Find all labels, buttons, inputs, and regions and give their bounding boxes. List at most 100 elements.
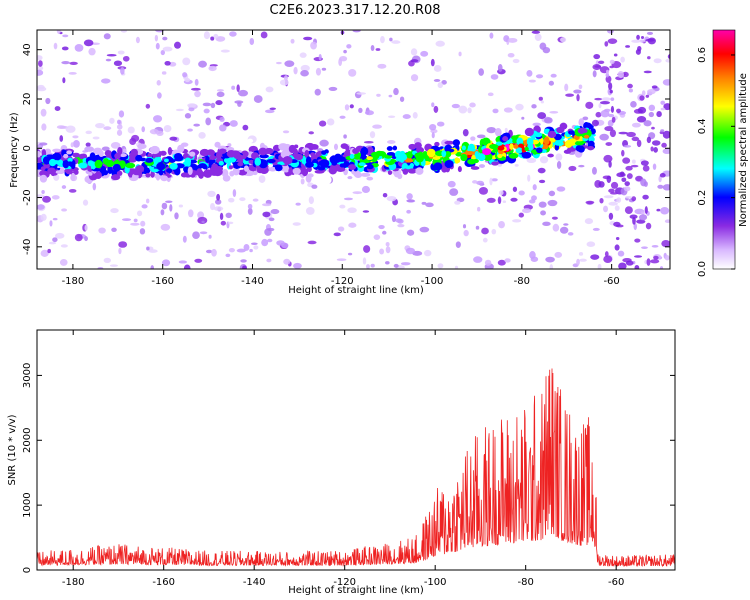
heatmap-cell bbox=[160, 49, 166, 56]
heatmap-cell bbox=[228, 165, 234, 170]
heatmap-cell bbox=[437, 263, 444, 269]
heatmap-cell bbox=[406, 151, 413, 159]
heatmap-cell bbox=[202, 102, 212, 107]
heatmap-cell bbox=[573, 89, 582, 94]
heatmap-cell bbox=[495, 141, 503, 146]
heatmap-cell bbox=[447, 180, 456, 188]
heatmap-cell bbox=[660, 100, 666, 105]
heatmap-cell bbox=[311, 184, 318, 189]
heatmap-cell bbox=[410, 74, 419, 82]
heatmap-cell bbox=[542, 46, 551, 54]
y-tick-label: 1000 bbox=[22, 492, 33, 517]
heatmap-cell bbox=[653, 58, 662, 64]
heatmap-cell bbox=[433, 162, 443, 171]
heatmap-cell bbox=[415, 167, 424, 175]
heatmap-cell bbox=[49, 220, 53, 227]
heatmap-cell bbox=[83, 39, 94, 47]
heatmap-cell bbox=[664, 219, 670, 224]
heatmap-cell bbox=[554, 142, 564, 146]
heatmap-cell bbox=[344, 104, 350, 111]
heatmap-cell bbox=[609, 129, 616, 138]
heatmap-cell bbox=[531, 30, 541, 34]
heatmap-cell bbox=[276, 61, 282, 65]
heatmap-cell bbox=[664, 255, 670, 261]
heatmap-cell bbox=[103, 257, 112, 264]
heatmap-cell bbox=[92, 182, 97, 191]
heatmap-cell bbox=[387, 140, 396, 144]
heatmap-cell bbox=[37, 194, 45, 198]
heatmap-cell bbox=[84, 224, 88, 231]
heatmap-cell bbox=[630, 164, 639, 168]
heatmap-cell bbox=[456, 158, 461, 163]
heatmap-cell bbox=[547, 199, 558, 207]
heatmap-cell bbox=[47, 167, 57, 175]
heatmap-cell bbox=[603, 154, 613, 163]
heatmap-cell bbox=[184, 157, 192, 165]
heatmap-cell bbox=[165, 200, 173, 204]
heatmap-cell bbox=[642, 194, 649, 200]
heatmap-cell bbox=[321, 67, 327, 71]
heatmap-cell bbox=[507, 52, 515, 58]
heatmap-cell bbox=[100, 166, 107, 174]
heatmap-cell bbox=[538, 201, 547, 208]
heatmap-cell bbox=[560, 37, 567, 43]
heatmap-cell bbox=[366, 176, 374, 181]
heatmap-cell bbox=[307, 240, 317, 245]
heatmap-cell bbox=[62, 34, 69, 38]
heatmap-cell bbox=[543, 136, 550, 145]
heatmap-cell bbox=[234, 100, 244, 104]
heatmap-cell bbox=[139, 228, 146, 235]
heatmap-cell bbox=[552, 223, 560, 232]
heatmap-cell bbox=[194, 90, 201, 98]
heatmap-cell bbox=[370, 263, 375, 268]
heatmap-cell bbox=[660, 107, 666, 111]
heatmap-cell bbox=[261, 238, 269, 247]
heatmap-cell bbox=[310, 144, 319, 150]
heatmap-cell bbox=[503, 107, 513, 113]
heatmap-cell bbox=[651, 85, 658, 89]
heatmap-cell bbox=[633, 255, 643, 258]
heatmap-cell bbox=[406, 229, 415, 236]
heatmap-cell bbox=[228, 197, 235, 203]
heatmap-cell bbox=[66, 150, 73, 155]
heatmap-cell bbox=[649, 259, 660, 264]
heatmap-cell bbox=[463, 229, 469, 237]
heatmap-cell bbox=[621, 149, 625, 157]
heatmap-cell bbox=[422, 176, 430, 181]
heatmap-cell bbox=[215, 100, 223, 106]
heatmap-cell bbox=[270, 209, 280, 215]
y-tick-label: -40 bbox=[22, 239, 33, 255]
heatmap-cell bbox=[616, 197, 622, 203]
heatmap-cell bbox=[79, 153, 85, 160]
heatmap-cell bbox=[156, 80, 161, 86]
heatmap-cell bbox=[333, 143, 339, 151]
heatmap-cell bbox=[636, 34, 640, 40]
heatmap-cell bbox=[358, 162, 366, 167]
heatmap-cell bbox=[382, 193, 388, 198]
heatmap-cell bbox=[308, 131, 314, 135]
heatmap-cell bbox=[392, 145, 398, 151]
heatmap-cell bbox=[608, 201, 618, 206]
heatmap-cell bbox=[403, 158, 414, 163]
heatmap-cell bbox=[218, 161, 224, 166]
heatmap-cell bbox=[423, 249, 432, 257]
heatmap-cell bbox=[498, 190, 504, 196]
heatmap-cell bbox=[229, 120, 238, 127]
heatmap-cell bbox=[522, 208, 532, 214]
heatmap-cell bbox=[618, 262, 627, 269]
heatmap-cell bbox=[243, 244, 250, 251]
heatmap-cell bbox=[141, 204, 148, 209]
heatmap-cell bbox=[592, 227, 600, 231]
heatmap-cell bbox=[118, 110, 125, 118]
heatmap-cell bbox=[504, 258, 511, 263]
heatmap-cell bbox=[310, 41, 317, 50]
heatmap-cell bbox=[339, 55, 348, 62]
heatmap-cell bbox=[502, 136, 509, 142]
heatmap-cell bbox=[120, 30, 127, 33]
heatmap-cell bbox=[452, 139, 460, 147]
heatmap-cell bbox=[512, 186, 518, 192]
heatmap-cell bbox=[162, 46, 173, 52]
heatmap-cell bbox=[535, 147, 543, 154]
heatmap-cell bbox=[229, 31, 237, 37]
spectrogram-x-label: Height of straight line (km) bbox=[288, 285, 424, 296]
